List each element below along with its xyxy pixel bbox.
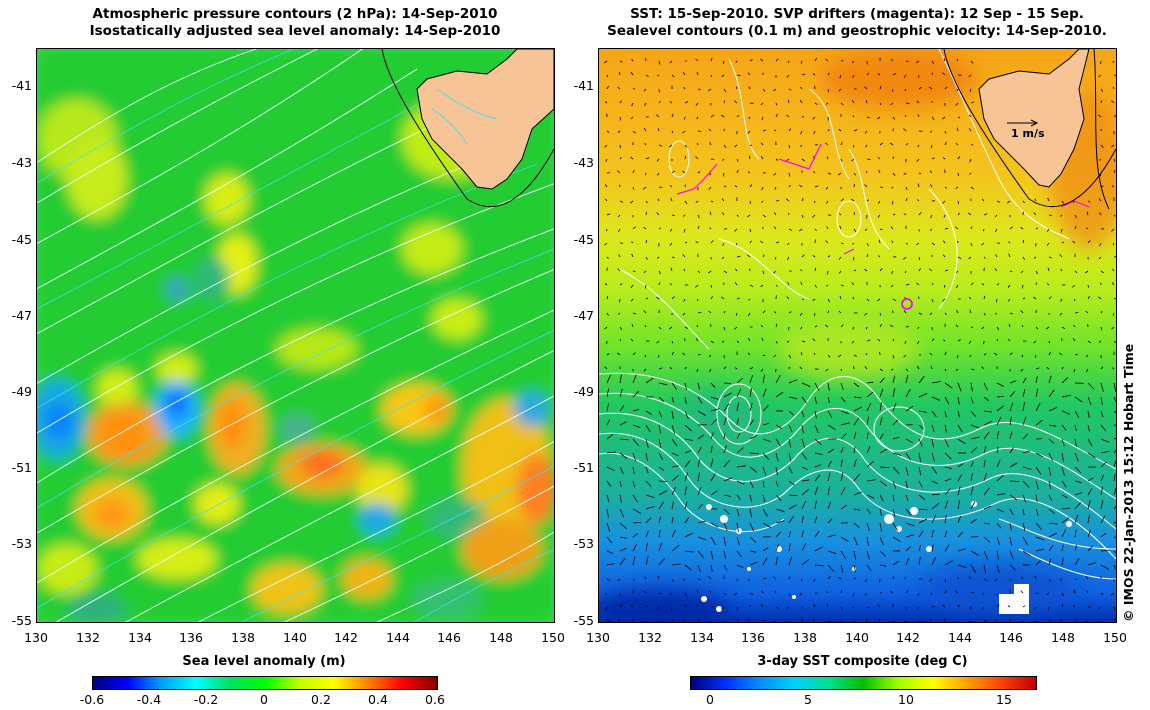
sealevel-contours (599, 49, 1116, 580)
right-title-line2: Sealevel contours (0.1 m) and geostrophi… (607, 23, 1107, 39)
y-tick: -51 (573, 460, 594, 475)
x-tick: 132 (638, 630, 662, 645)
y-tick: -45 (573, 232, 594, 247)
pressure-contours (37, 49, 554, 622)
y-tick: -41 (11, 78, 32, 93)
x-tick: 138 (793, 630, 817, 645)
sla-colorbar (92, 676, 438, 690)
tasmania-land (381, 49, 554, 208)
y-tick: -43 (11, 155, 32, 170)
left-title-line1: Atmospheric pressure contours (2 hPa): 1… (92, 6, 498, 22)
x-tick: 134 (690, 630, 714, 645)
x-tick: 146 (437, 630, 461, 645)
x-tick: 148 (489, 630, 513, 645)
right-title-line1: SST: 15-Sep-2010. SVP drifters (magenta)… (630, 6, 1084, 22)
y-tick: -53 (573, 536, 594, 551)
colorbar-tick: 0.2 (311, 692, 331, 707)
x-tick: 140 (845, 630, 869, 645)
colorbar-tick: 0 (260, 692, 268, 707)
colorbar-tick: -0.2 (193, 692, 219, 707)
sst-colorbar-label: 3-day SST composite (deg C) (757, 654, 968, 669)
colorbar-tick: 15 (996, 692, 1012, 707)
sst-map-svg (599, 49, 1116, 622)
y-tick: -49 (573, 384, 594, 399)
tasmania-land-sst (943, 49, 1116, 210)
colorbar-tick: 0.6 (425, 692, 445, 707)
y-tick: -55 (11, 613, 32, 628)
colorbar-tick: 0.4 (368, 692, 388, 707)
left-title-line2: Isostatically adjusted sea level anomaly… (89, 23, 501, 39)
x-tick: 150 (541, 630, 565, 645)
y-tick: -43 (573, 155, 594, 170)
x-tick: 136 (741, 630, 765, 645)
y-tick: -47 (11, 308, 32, 323)
x-tick: 148 (1051, 630, 1075, 645)
svp-drifter-tracks (676, 143, 1090, 310)
x-tick: 146 (999, 630, 1023, 645)
y-tick: -45 (11, 232, 32, 247)
x-tick: 130 (24, 630, 48, 645)
geostrophic-velocity-arrows (603, 57, 1116, 622)
left-panel-title: Atmospheric pressure contours (2 hPa): 1… (36, 6, 554, 40)
right-panel-title: SST: 15-Sep-2010. SVP drifters (magenta)… (598, 6, 1116, 40)
y-tick: -55 (573, 613, 594, 628)
y-tick: -41 (573, 78, 594, 93)
colorbar-tick: 10 (898, 692, 914, 707)
x-tick: 150 (1103, 630, 1127, 645)
velocity-scale-arrow (1007, 119, 1039, 127)
x-tick: 138 (231, 630, 255, 645)
y-tick: -49 (11, 384, 32, 399)
sla-colorbar-label: Sea level anomaly (m) (182, 654, 346, 669)
x-tick: 134 (128, 630, 152, 645)
x-tick: 136 (179, 630, 203, 645)
y-tick: -51 (11, 460, 32, 475)
velocity-scale-label: 1 m/s (1011, 127, 1045, 140)
x-tick: 144 (948, 630, 972, 645)
imos-credit: © IMOS 22-Jan-2013 15:12 Hobart Time (1121, 343, 1136, 622)
sla-map-svg (37, 49, 554, 622)
x-tick: 140 (283, 630, 307, 645)
x-tick: 132 (76, 630, 100, 645)
colorbar-tick: -0.6 (79, 692, 105, 707)
colorbar-tick: 5 (804, 692, 812, 707)
x-tick: 142 (334, 630, 358, 645)
sla-contour-streaks (37, 49, 554, 622)
sst-colorbar (690, 676, 1037, 690)
y-tick: -47 (573, 308, 594, 323)
y-tick: -53 (11, 536, 32, 551)
x-tick: 130 (586, 630, 610, 645)
colorbar-tick: -0.4 (136, 692, 162, 707)
x-tick: 144 (386, 630, 410, 645)
sst-map-panel: 1 m/s (598, 48, 1117, 623)
colorbar-tick: 0 (706, 692, 714, 707)
x-tick: 142 (896, 630, 920, 645)
sla-map-panel (36, 48, 555, 623)
